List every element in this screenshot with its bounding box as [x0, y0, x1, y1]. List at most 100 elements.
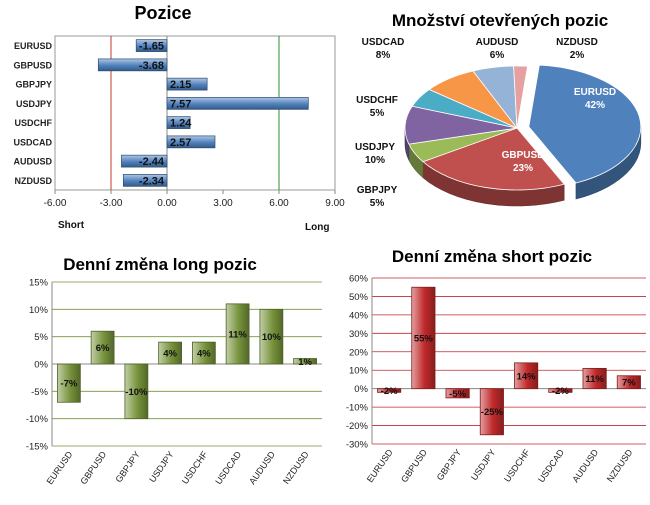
chart-title: Množství otevřených pozic — [392, 11, 608, 30]
data-label: 11% — [228, 329, 247, 340]
x-tick-label: EURUSD — [365, 447, 395, 484]
slice-label: NZDUSD — [556, 37, 598, 48]
x-tick-label: -3.00 — [100, 198, 123, 209]
data-label: 11% — [585, 374, 604, 385]
x-tick-label: AUDUSD — [247, 449, 277, 486]
y-tick-label: 60% — [349, 274, 369, 285]
bar — [479, 388, 504, 436]
x-tick-label: USDJPY — [469, 447, 498, 482]
slice-label: USDJPY — [355, 142, 395, 153]
category-label: AUDUSD — [13, 157, 52, 167]
y-tick-label: 10% — [349, 366, 369, 377]
bar — [122, 174, 168, 187]
bar — [514, 362, 539, 390]
bar — [166, 97, 309, 110]
slice-percent-label: 8% — [376, 50, 391, 61]
y-tick-label: 15% — [29, 278, 49, 289]
data-label: 1.24 — [170, 118, 192, 130]
x-tick-label: EURUSD — [45, 449, 75, 486]
data-label: -2.44 — [139, 156, 165, 168]
data-label: -3.68 — [139, 60, 164, 72]
chart-title: Denní změna short pozic — [392, 247, 592, 266]
y-tick-label: -30% — [346, 440, 369, 451]
bar — [582, 367, 607, 390]
data-label: 14% — [517, 371, 537, 382]
slice-percent-label: 5% — [370, 198, 385, 209]
bar — [377, 388, 402, 393]
data-label: 7.57 — [170, 98, 191, 110]
x-tick-label: AUDUSD — [570, 447, 600, 484]
bar — [97, 58, 168, 72]
bar — [411, 286, 436, 390]
category-label: USDJPY — [16, 99, 52, 109]
x-tick-label: GBPJPY — [113, 449, 142, 484]
data-label: -2% — [381, 386, 398, 397]
y-tick-label: 0% — [354, 384, 368, 395]
bar — [259, 308, 284, 365]
data-label: 7% — [622, 378, 636, 389]
data-label: 10% — [262, 332, 282, 343]
data-label: -7% — [60, 379, 77, 390]
daily-short-chart: Denní změna short pozic -30% -20% -10% 0% 10… — [346, 247, 646, 484]
slice-label: USDCAD — [362, 37, 405, 48]
data-label: 4% — [197, 349, 211, 360]
bar — [158, 341, 182, 365]
y-tick-label: 30% — [349, 329, 369, 340]
x-tick-label: USDCHF — [502, 447, 532, 484]
y-tick-label: 5% — [34, 332, 48, 343]
open-positions-chart: Množství otevřených pozic EURUSD 42% GBPUS… — [355, 11, 642, 209]
x-tick-label: USDCAD — [536, 447, 566, 484]
category-label: USDCAD — [13, 137, 52, 147]
data-label: 2.57 — [170, 137, 191, 149]
data-label: 55% — [414, 333, 434, 344]
y-tick-label: -5% — [31, 387, 48, 398]
bar — [57, 363, 81, 403]
chart-title: Pozice — [134, 3, 191, 23]
y-tick-label: -15% — [26, 442, 49, 453]
data-label: 6% — [96, 343, 110, 354]
x-tick-label: 9.00 — [325, 198, 345, 209]
daily-long-chart: Denní změna long pozic -15% -10% -5% 0% 5% 10… — [26, 255, 322, 486]
x-tick-label: GBPUSD — [399, 447, 429, 484]
bar — [616, 375, 641, 390]
pie-slice — [422, 127, 565, 191]
x-tick-label: -6.00 — [44, 198, 67, 209]
bar — [90, 330, 115, 365]
category-label: GBPJPY — [15, 80, 52, 90]
x-tick-label: 3.00 — [213, 198, 233, 209]
data-label: 4% — [163, 349, 177, 360]
bar — [121, 154, 168, 168]
bar — [225, 303, 250, 365]
slice-percent-label: 10% — [365, 155, 385, 166]
category-label: GBPUSD — [13, 60, 52, 70]
y-tick-label: -10% — [26, 414, 49, 425]
long-label: Long — [305, 222, 329, 233]
pie-slice — [528, 64, 642, 184]
x-tick-label: NZDUSD — [605, 447, 635, 484]
positions-chart: Pozice -6.00 -3.00 0.00 3.00 6.00 9.00 Short Lo… — [13, 3, 345, 233]
x-tick-label: GBPUSD — [78, 449, 108, 486]
slice-percent-label: 2% — [570, 50, 585, 61]
x-tick-label: USDCAD — [213, 449, 243, 486]
data-label: 1% — [298, 357, 312, 368]
x-tick-label: 0.00 — [157, 198, 177, 209]
data-label: -1.65 — [139, 41, 164, 53]
bar — [124, 363, 149, 420]
slice-percent-label: 5% — [370, 108, 385, 119]
y-tick-label: -20% — [346, 421, 369, 432]
open-positions-chart-panel: Množství otevřených pozic EURUSD 42% GBPUS… — [345, 0, 650, 240]
chart-title: Denní změna long pozic — [63, 255, 257, 274]
x-tick-label: NZDUSD — [281, 449, 311, 486]
category-label: EURUSD — [14, 41, 53, 51]
data-label: 2.15 — [170, 79, 191, 91]
data-label: -2% — [552, 386, 569, 397]
bar — [166, 116, 191, 129]
daily-short-chart-panel: Denní změna short pozic -30% -20% -10% 0% 10… — [330, 240, 650, 500]
daily-long-chart-panel: Denní změna long pozic -15% -10% -5% 0% 5% 10… — [0, 240, 330, 500]
y-tick-label: 10% — [29, 305, 49, 316]
x-tick-label: GBPJPY — [435, 447, 464, 482]
pie-slice — [513, 65, 529, 129]
x-tick-label: USDJPY — [147, 449, 176, 484]
y-tick-label: 20% — [349, 347, 369, 358]
positions-chart-panel: Pozice -6.00 -3.00 0.00 3.00 6.00 9.00 Short Lo… — [0, 0, 345, 240]
